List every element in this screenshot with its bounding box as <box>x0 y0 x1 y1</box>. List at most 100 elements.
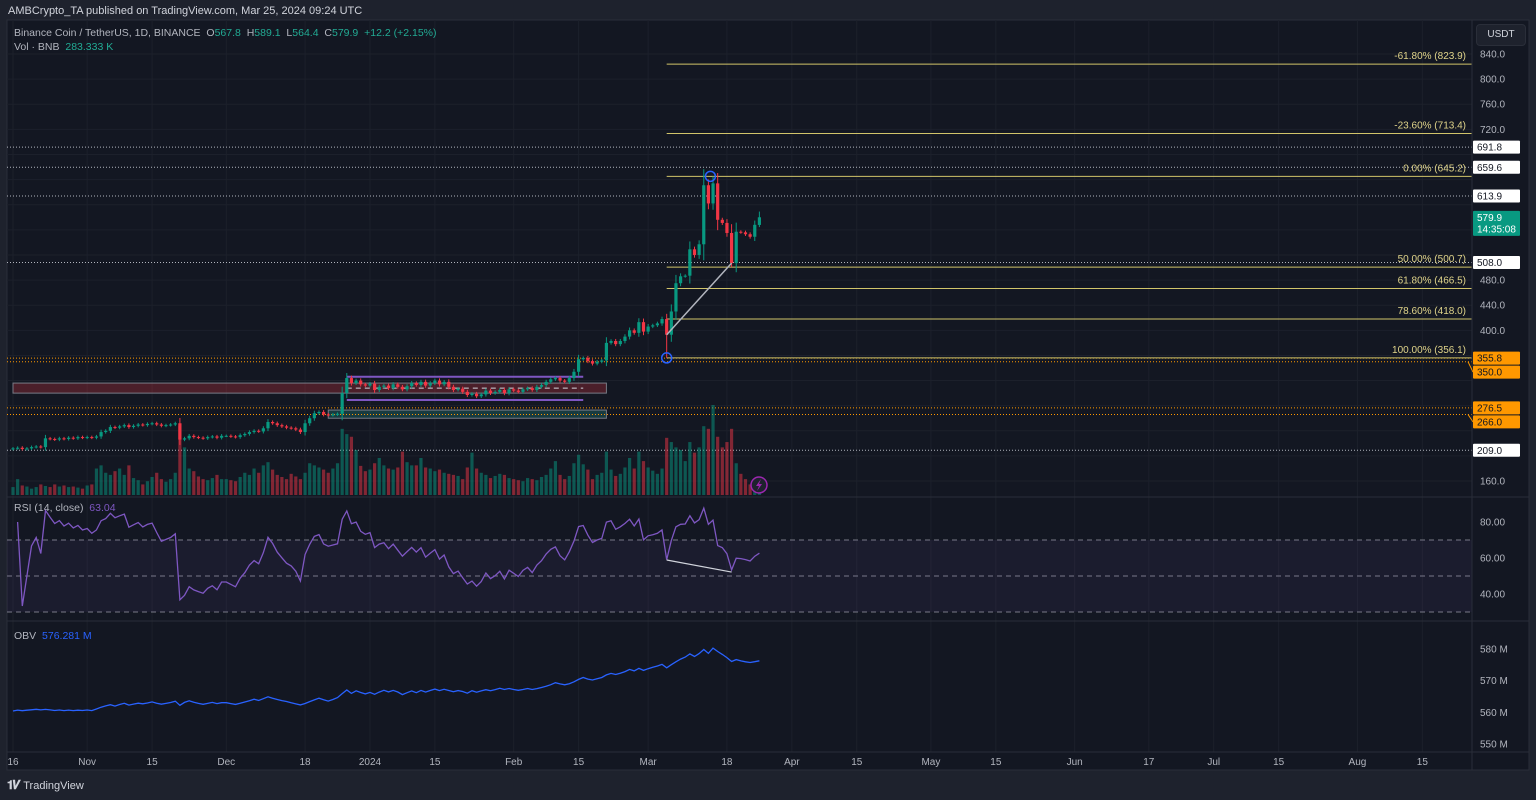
candle-body[interactable] <box>363 384 367 386</box>
candle-body[interactable] <box>312 413 316 419</box>
candle-body[interactable] <box>340 393 344 414</box>
candle-body[interactable] <box>48 438 52 440</box>
candle-body[interactable] <box>382 385 386 387</box>
obv-pane[interactable]: 580 M 570 M 560 M 550 M <box>12 645 1508 751</box>
candle-body[interactable] <box>25 448 29 450</box>
candle-body[interactable] <box>131 425 136 428</box>
candle-body[interactable] <box>122 425 126 427</box>
candle-body[interactable] <box>39 446 43 448</box>
candle-body[interactable] <box>43 438 48 448</box>
candle-body[interactable] <box>317 411 321 414</box>
candle-body[interactable] <box>586 357 590 362</box>
candle-body[interactable] <box>391 384 395 389</box>
candle-body[interactable] <box>433 380 437 384</box>
candle-body[interactable] <box>697 244 701 255</box>
candle-body[interactable] <box>614 340 618 345</box>
candle-body[interactable] <box>646 326 650 332</box>
rsi-line[interactable] <box>16 506 760 607</box>
candle-body[interactable] <box>20 447 24 450</box>
candle-body[interactable] <box>419 381 423 385</box>
candle-body[interactable] <box>386 385 391 389</box>
candle-body[interactable] <box>173 423 177 425</box>
candle-body[interactable] <box>108 427 112 431</box>
candle-body[interactable] <box>516 390 520 392</box>
candle-body[interactable] <box>280 425 284 427</box>
candle-body[interactable] <box>261 428 265 432</box>
candle-body[interactable] <box>94 436 99 438</box>
candle-body[interactable] <box>739 231 743 233</box>
pivot-marker[interactable] <box>660 352 673 364</box>
candle-body[interactable] <box>549 379 553 382</box>
resistance-zone[interactable] <box>12 382 607 394</box>
candle-body[interactable] <box>354 380 358 384</box>
obv-line[interactable] <box>12 647 760 712</box>
candle-body[interactable] <box>396 384 400 387</box>
candle-body[interactable] <box>525 388 530 390</box>
candle-body[interactable] <box>437 380 442 385</box>
candle-body[interactable] <box>145 423 150 426</box>
support-zone[interactable] <box>327 409 607 419</box>
candle-body[interactable] <box>475 393 479 397</box>
candle-body[interactable] <box>688 249 692 276</box>
candle-body[interactable] <box>576 359 581 372</box>
candle-body[interactable] <box>298 429 303 433</box>
candle-body[interactable] <box>284 426 289 428</box>
candle-body[interactable] <box>150 423 154 425</box>
candle-body[interactable] <box>627 330 632 337</box>
candle-body[interactable] <box>220 435 224 438</box>
candle-body[interactable] <box>377 386 381 390</box>
candle-body[interactable] <box>201 437 205 439</box>
candle-body[interactable] <box>90 437 94 439</box>
drawings[interactable] <box>660 170 733 364</box>
candle-body[interactable] <box>530 388 534 390</box>
candle-body[interactable] <box>465 391 469 396</box>
candle-body[interactable] <box>493 391 497 394</box>
candle-body[interactable] <box>456 388 460 390</box>
candle-body[interactable] <box>210 436 214 438</box>
candle-body[interactable] <box>604 342 609 361</box>
candle-body[interactable] <box>85 437 89 439</box>
candle-body[interactable] <box>729 232 734 264</box>
candle-body[interactable] <box>155 423 159 425</box>
candle-body[interactable] <box>29 447 34 449</box>
candle-body[interactable] <box>757 217 761 225</box>
candle-body[interactable] <box>637 322 641 333</box>
candle-body[interactable] <box>345 378 349 394</box>
candle-body[interactable] <box>590 361 595 364</box>
candle-body[interactable] <box>609 340 613 343</box>
candle-body[interactable] <box>451 386 456 390</box>
candle-body[interactable] <box>623 336 627 341</box>
rsi-divergence-line[interactable] <box>666 559 732 573</box>
time-axis[interactable]: 16 Nov 15 Dec 18 2024 15 Feb 15 Mar 18 Apr 15 May 15 Ju… <box>7 757 1428 768</box>
candle-body[interactable] <box>34 446 38 448</box>
candle-body[interactable] <box>720 219 724 223</box>
candle-body[interactable] <box>169 424 173 426</box>
candle-body[interactable] <box>326 414 330 416</box>
candle-body[interactable] <box>196 437 201 439</box>
rsi-legend[interactable]: RSI (14, close) 63.04 <box>14 502 116 514</box>
candle-body[interactable] <box>725 222 729 233</box>
candle-body[interactable] <box>308 418 312 424</box>
candle-body[interactable] <box>178 423 182 440</box>
candle-body[interactable] <box>716 183 720 220</box>
obv-legend[interactable]: OBV 576.281 M <box>14 630 92 642</box>
candle-body[interactable] <box>118 426 122 428</box>
candle-body[interactable] <box>289 427 293 429</box>
candle-body[interactable] <box>424 381 428 386</box>
candle-body[interactable] <box>558 378 562 381</box>
candle-body[interactable] <box>224 435 228 437</box>
candle-body[interactable] <box>600 360 604 362</box>
candle-body[interactable] <box>692 249 697 255</box>
candle-body[interactable] <box>136 424 140 426</box>
candle-body[interactable] <box>669 311 673 335</box>
candle-body[interactable] <box>71 437 75 439</box>
price-axis[interactable]: 160.0 400.0 440.0 480.0 720.0 760.0 800.0 840.0 <box>1480 50 1505 488</box>
candle-body[interactable] <box>553 378 558 380</box>
tradingview-logo[interactable]: 𝟏𝑽 TradingView <box>7 778 84 793</box>
candle-body[interactable] <box>484 390 488 395</box>
candle-body[interactable] <box>567 378 571 382</box>
candle-body[interactable] <box>544 381 548 385</box>
candle-body[interactable] <box>502 389 507 394</box>
candle-body[interactable] <box>159 424 163 426</box>
candle-body[interactable] <box>581 357 585 360</box>
